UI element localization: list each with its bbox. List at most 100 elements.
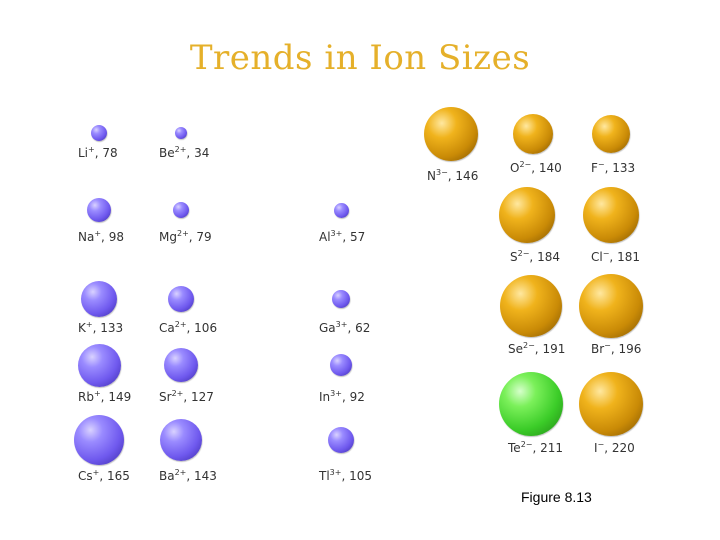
ion-sphere-mg: [173, 202, 189, 218]
ion-label-al: Al3+, 57: [319, 229, 366, 245]
ion-sphere-rb: [77, 343, 121, 387]
ion-charge: 2−: [517, 249, 530, 258]
ion-radius: 149: [108, 390, 132, 404]
ion-symbol: O: [510, 161, 520, 175]
ion-charge: 3+: [330, 229, 343, 238]
ion-sphere-s: [499, 187, 555, 243]
ion-radius: 184: [537, 250, 560, 264]
ion-label-f: F−, 133: [591, 160, 636, 176]
ion-charge: 3+: [329, 468, 342, 477]
diagram-title: Trends in Ion Sizes: [189, 38, 531, 78]
ion-label-n: N3−, 146: [427, 168, 479, 184]
ion-radius: 196: [618, 342, 642, 356]
ion-radius: 34: [194, 146, 210, 160]
ion-symbol: Ba: [159, 469, 175, 483]
ion-label-k: K+, 133: [78, 320, 124, 336]
ion-symbol: Te: [508, 441, 521, 455]
ion-symbol: N: [427, 169, 436, 183]
ion-symbol: Na: [78, 230, 95, 244]
ion-charge: 2+: [174, 145, 187, 154]
ion-sphere-te: [499, 372, 563, 436]
ion-sphere-ca: [168, 286, 194, 312]
ion-radius: 105: [349, 469, 373, 483]
ion-symbol: Be: [159, 146, 175, 160]
ion-radius: 191: [542, 342, 566, 356]
ion-charge: 2−: [523, 341, 535, 350]
ion-sphere-be: [175, 127, 187, 139]
ion-symbol: Cl: [591, 250, 603, 264]
ion-sphere-li: [91, 125, 107, 141]
ion-radius: 106: [194, 321, 218, 335]
ion-radius: 57: [349, 230, 366, 244]
ion-sphere-al: [333, 202, 349, 218]
figure-caption: Figure 8.13: [521, 489, 592, 505]
ion-charge: 2−: [519, 160, 532, 169]
ion-radius: 146: [455, 169, 479, 183]
ion-sphere-f: [592, 115, 630, 153]
ion-charge: +: [88, 145, 95, 154]
ion-symbol: Al: [319, 230, 331, 244]
ion-charge: 3+: [330, 389, 342, 398]
ion-symbol: Tl: [319, 469, 330, 483]
ion-radius: 79: [196, 230, 212, 244]
ion-charge: −: [597, 160, 605, 169]
ion-sphere-se: [500, 275, 562, 337]
ion-sphere-cl: [583, 187, 639, 243]
ion-symbol: Ga: [319, 321, 336, 335]
ion-charge: +: [93, 389, 101, 398]
ion-sphere-in: [330, 354, 352, 376]
ion-charge: −: [604, 341, 611, 350]
ion-label-cl: Cl−, 181: [591, 249, 640, 265]
ion-sphere-ba: [160, 419, 202, 461]
ion-symbol: K: [78, 321, 86, 335]
ion-radius: 98: [108, 230, 124, 244]
ion-label-be: Be2+, 34: [159, 145, 210, 161]
ion-sphere-n: [424, 107, 478, 161]
ion-symbol: F: [591, 161, 598, 175]
ion-radius: 140: [538, 161, 562, 175]
ion-radius: 78: [102, 146, 118, 160]
ion-label-na: Na+, 98: [78, 229, 124, 245]
ion-symbol: Br: [591, 342, 605, 356]
ion-symbol: Mg: [159, 230, 177, 244]
ion-label-ba: Ba2+, 143: [159, 468, 217, 484]
ion-label-sr: Sr2+, 127: [159, 389, 214, 405]
ion-charge: 3+: [335, 320, 348, 329]
ion-sphere-k: [81, 281, 117, 317]
ion-label-s: S2−, 184: [510, 249, 560, 265]
ion-radius: 165: [106, 469, 130, 483]
ion-charge: 3−: [435, 168, 448, 177]
ion-symbol: S: [510, 250, 518, 264]
ion-radius: 133: [612, 161, 636, 175]
ion-symbol: I: [594, 441, 598, 455]
ion-symbol: Se: [508, 342, 523, 356]
ion-charge: −: [597, 440, 605, 449]
ion-label-in: In3+, 92: [319, 389, 365, 405]
ion-label-tl: Tl3+, 105: [319, 468, 373, 484]
ion-radius: 181: [617, 250, 640, 264]
ion-charge: 2+: [174, 320, 187, 329]
ion-sphere-sr: [164, 348, 198, 382]
ion-sphere-i: [579, 372, 643, 436]
ion-charge: +: [94, 229, 102, 238]
ion-label-ga: Ga3+, 62: [319, 320, 371, 336]
ion-label-se: Se2−, 191: [508, 341, 566, 357]
ion-radius: 133: [100, 321, 124, 335]
ion-radius: 143: [194, 469, 217, 483]
ion-charge: +: [92, 468, 100, 477]
ion-radius: 92: [349, 390, 365, 404]
ion-label-rb: Rb+, 149: [78, 389, 132, 405]
ion-label-i: I−, 220: [594, 440, 635, 456]
ion-radius: 127: [191, 390, 214, 404]
ion-label-mg: Mg2+, 79: [159, 229, 212, 245]
ion-label-li: Li+, 78: [78, 145, 118, 161]
ion-charge: 2+: [174, 468, 187, 477]
ion-radius: 220: [611, 441, 635, 455]
ion-charge: 2−: [520, 440, 533, 449]
ion-label-br: Br−, 196: [591, 341, 642, 357]
ion-radius: 62: [355, 321, 371, 335]
ion-sphere-br: [579, 274, 643, 338]
ion-charge: 2+: [171, 389, 184, 398]
ion-label-o: O2−, 140: [510, 160, 562, 176]
ion-charge: +: [85, 320, 93, 329]
